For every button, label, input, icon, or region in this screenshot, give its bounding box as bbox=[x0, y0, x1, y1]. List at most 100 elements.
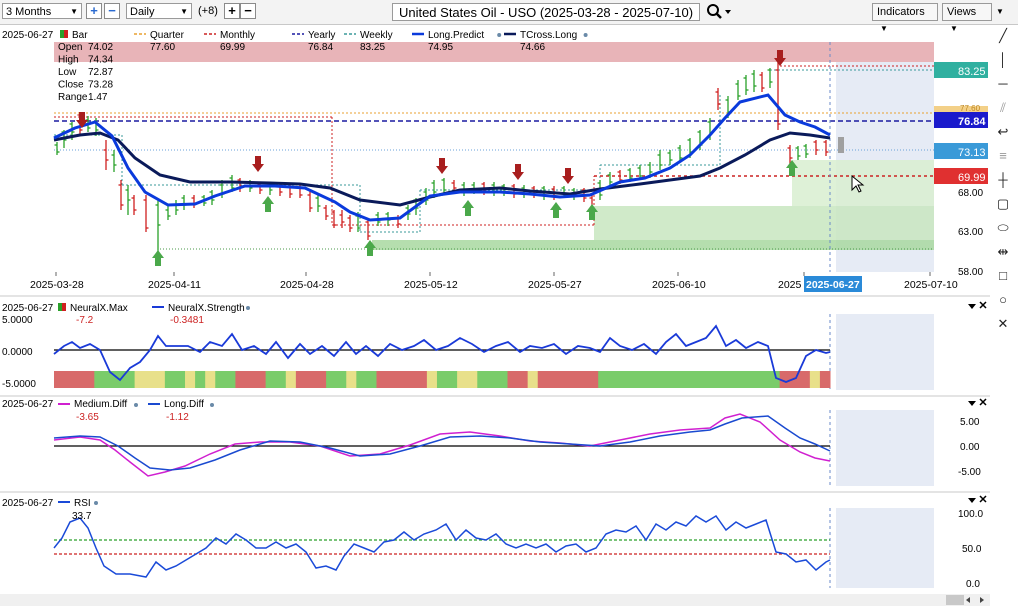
vertical-line-button[interactable]: │ bbox=[993, 50, 1013, 70]
chevron-down-icon[interactable] bbox=[968, 498, 976, 503]
zoom-out-button[interactable]: − bbox=[104, 3, 120, 19]
neural-max-cell bbox=[84, 371, 95, 388]
long-diff-value: -1.12 bbox=[166, 412, 189, 423]
settings-dot-icon[interactable] bbox=[583, 33, 588, 37]
neural-max-cell bbox=[447, 371, 458, 388]
arc-button[interactable]: ↩ bbox=[993, 122, 1013, 142]
close-icon[interactable] bbox=[979, 398, 987, 406]
settings-dot-icon[interactable] bbox=[134, 403, 138, 407]
rectangle-button[interactable]: □ bbox=[993, 266, 1013, 286]
price-label-weekly: 83.25 bbox=[958, 66, 986, 78]
sell-arrow-icon bbox=[436, 158, 448, 174]
settings-dot-icon[interactable] bbox=[246, 306, 250, 310]
neural-max-cell bbox=[346, 371, 357, 388]
search-button[interactable] bbox=[705, 3, 733, 21]
legend-name: Long.Predict bbox=[428, 30, 484, 41]
toolbar-scroll-button[interactable]: ▼ bbox=[996, 3, 1012, 21]
neural-max-cell bbox=[426, 371, 438, 388]
ohlc-label: Open bbox=[58, 42, 82, 53]
diff-panel[interactable]: 2025-06-27 Medium.Diff -3.65 Long.Diff -… bbox=[2, 398, 987, 486]
neural-max-cell bbox=[144, 371, 156, 388]
top-toolbar: 3 Months ▼ + − Daily ▼ (+8) + − United S… bbox=[0, 0, 1018, 33]
legend-name: Quarter bbox=[150, 30, 185, 41]
settings-dot-icon[interactable] bbox=[210, 403, 214, 407]
crosshair-button[interactable]: ┼ bbox=[993, 170, 1013, 190]
neural-max-cell bbox=[54, 371, 65, 388]
neural-max-cell bbox=[386, 371, 398, 388]
circle-icon: ○ bbox=[999, 292, 1007, 307]
neural-max-cell bbox=[326, 371, 337, 388]
buy-arrow-icon bbox=[550, 202, 562, 218]
circle-button[interactable]: ○ bbox=[993, 290, 1013, 310]
long-diff-line bbox=[53, 415, 831, 471]
symbol-title-input[interactable]: United States Oil - USO (2025-03-28 - 20… bbox=[392, 3, 700, 21]
neural-max-cell bbox=[316, 371, 327, 388]
indicators-button[interactable]: Indicators ▼ bbox=[872, 3, 938, 33]
main-price-panel[interactable] bbox=[53, 42, 934, 272]
measure-button[interactable]: ⇹ bbox=[993, 242, 1013, 262]
neural-max-cell bbox=[779, 371, 791, 388]
offset-minus-button[interactable]: − bbox=[240, 3, 256, 19]
channel-button[interactable]: ⫽ bbox=[993, 98, 1013, 118]
price-marker bbox=[838, 137, 844, 153]
legend-name: Yearly bbox=[308, 30, 335, 41]
ohlc-value: 72.87 bbox=[88, 67, 113, 78]
neural-max-cell bbox=[134, 371, 146, 388]
interval-select[interactable]: Daily ▼ bbox=[126, 3, 192, 19]
range-select-value: 3 Months bbox=[6, 6, 52, 18]
price-label-yearly: 76.84 bbox=[958, 116, 986, 128]
settings-dot-icon[interactable] bbox=[94, 501, 98, 505]
neural-max-cell bbox=[376, 371, 388, 388]
scroll-left-icon[interactable] bbox=[966, 597, 970, 603]
neural-panel[interactable]: 2025-06-27 NeuralX.Max -7.2 NeuralX.Stre… bbox=[2, 301, 987, 390]
line-tool-button[interactable]: ╱ bbox=[993, 26, 1013, 46]
channel-icon: ⫽ bbox=[1000, 100, 1006, 115]
views-button[interactable]: Views ▼ bbox=[942, 3, 992, 33]
horizontal-scrollbar[interactable] bbox=[0, 594, 990, 606]
neural-max-cell bbox=[396, 371, 408, 388]
text-icon: ▢ bbox=[996, 196, 1010, 211]
buy-arrow-icon bbox=[786, 160, 798, 176]
ohlc-value: 73.28 bbox=[88, 80, 113, 91]
chevron-down-icon: ▼ bbox=[180, 7, 188, 16]
signal-arrows bbox=[76, 50, 798, 266]
zoom-in-button[interactable]: + bbox=[86, 3, 102, 19]
scroll-right-icon[interactable] bbox=[980, 597, 984, 603]
neural-strength-value: -0.3481 bbox=[170, 315, 204, 326]
chevron-down-icon[interactable] bbox=[968, 401, 976, 406]
fib-button[interactable]: ≡ bbox=[993, 146, 1013, 166]
support-zone-mid bbox=[594, 206, 934, 240]
ohlc-value: 1.47 bbox=[88, 92, 108, 103]
settings-dot-icon[interactable] bbox=[497, 33, 502, 37]
axis-tick: 0.0000 bbox=[2, 347, 33, 358]
scrollbar-track[interactable] bbox=[0, 594, 990, 606]
label-button[interactable]: ⬭ bbox=[993, 218, 1013, 238]
x-tick-label: 2025-06-10 bbox=[652, 279, 706, 291]
axis-tick: 100.0 bbox=[958, 509, 983, 520]
scrollbar-thumb[interactable] bbox=[946, 595, 964, 605]
neural-max-cell bbox=[507, 371, 519, 388]
range-select[interactable]: 3 Months ▼ bbox=[2, 3, 82, 19]
neural-max-cell bbox=[719, 371, 730, 388]
neural-max-cell bbox=[457, 371, 468, 388]
price-label-monthly: 69.99 bbox=[958, 172, 986, 184]
x-tick-label: 2025-07-10 bbox=[904, 279, 958, 291]
axis-tick: 0.0 bbox=[966, 579, 980, 590]
offset-plus-button[interactable]: + bbox=[224, 3, 240, 19]
neural-max-cell bbox=[195, 371, 206, 388]
chevron-down-icon[interactable] bbox=[968, 304, 976, 309]
line-tool-icon: ╱ bbox=[999, 28, 1007, 43]
neural-max-name: NeuralX.Max bbox=[70, 303, 128, 314]
text-button[interactable]: ▢ bbox=[993, 194, 1013, 214]
close-icon[interactable] bbox=[979, 301, 987, 309]
horizontal-line-button[interactable]: ─ bbox=[993, 74, 1013, 94]
rsi-panel[interactable]: 2025-06-27 RSI 33.7 100.0 50.0 0.0 bbox=[2, 495, 987, 590]
close-icon[interactable] bbox=[979, 495, 987, 503]
label-icon: ⬭ bbox=[997, 220, 1009, 235]
main-price-axis: 83.25 76.84 73.13 69.99 77.60 68.00 63.0… bbox=[934, 62, 988, 278]
sell-arrow-icon bbox=[76, 112, 88, 128]
neural-max-value: -7.2 bbox=[76, 315, 94, 326]
neural-max-cell bbox=[467, 371, 478, 388]
clear-drawings-button[interactable]: ✕ bbox=[993, 314, 1013, 334]
